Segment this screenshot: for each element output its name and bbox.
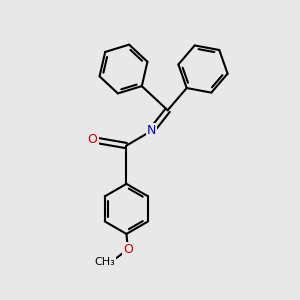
Text: O: O xyxy=(123,243,133,256)
Text: CH₃: CH₃ xyxy=(94,256,115,267)
Text: N: N xyxy=(147,124,156,137)
Text: O: O xyxy=(88,133,98,146)
